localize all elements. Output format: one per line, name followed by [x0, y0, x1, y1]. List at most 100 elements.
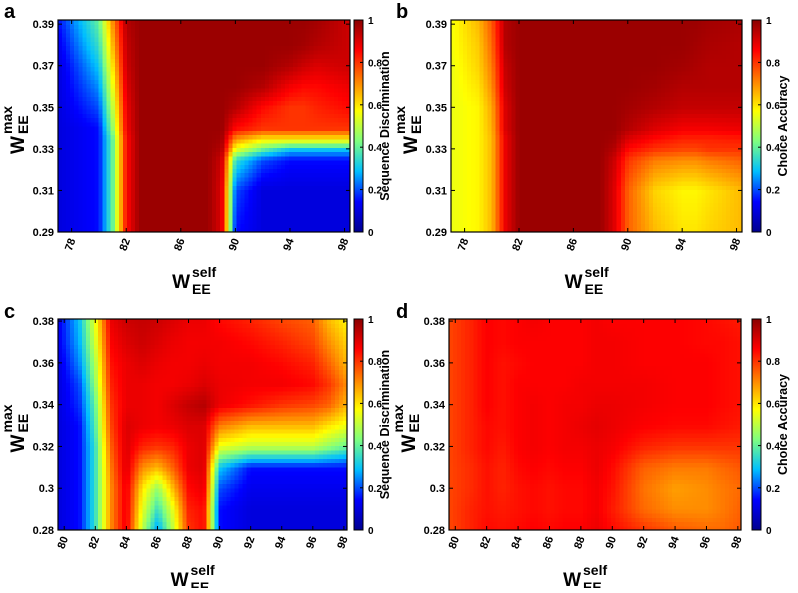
- heatmap-cell: [62, 71, 67, 76]
- heatmap-cell: [192, 118, 197, 123]
- heatmap-cell: [459, 177, 464, 182]
- heatmap-cell: [318, 37, 323, 42]
- heatmap-cell: [459, 211, 464, 216]
- heatmap-cell: [236, 224, 241, 229]
- heatmap-cell: [103, 151, 108, 156]
- heatmap-cell: [224, 79, 229, 84]
- heatmap-cell: [204, 75, 209, 80]
- heatmap-cell: [168, 20, 173, 25]
- heatmap-cell: [70, 84, 75, 89]
- heatmap-cell: [151, 45, 156, 50]
- heatmap-cell: [576, 185, 581, 190]
- heatmap-cell: [338, 151, 343, 156]
- heatmap-cell: [285, 58, 290, 63]
- heatmap-cell: [301, 177, 306, 182]
- heatmap-cell: [236, 88, 241, 93]
- heatmap-cell: [119, 41, 124, 46]
- heatmap-cell: [95, 173, 100, 178]
- heatmap-cell: [99, 113, 104, 118]
- heatmap-cell: [297, 24, 302, 29]
- heatmap-cell: [188, 224, 193, 229]
- heatmap-cell: [338, 211, 343, 216]
- heatmap-cell: [236, 105, 241, 110]
- heatmap-cell: [176, 92, 181, 97]
- heatmap-cell: [491, 160, 496, 165]
- heatmap-cell: [326, 126, 331, 131]
- heatmap-cell: [159, 139, 164, 144]
- heatmap-cell: [224, 139, 229, 144]
- heatmap-cell: [70, 181, 75, 186]
- heatmap-cell: [500, 219, 505, 224]
- heatmap-cell: [111, 84, 116, 89]
- heatmap-cell: [228, 185, 233, 190]
- heatmap-cell: [257, 71, 262, 76]
- heatmap-cell: [172, 151, 177, 156]
- heatmap-cell: [86, 160, 91, 165]
- heatmap-cell: [99, 50, 104, 55]
- heatmap-cell: [151, 173, 156, 178]
- heatmap-cell: [694, 181, 699, 186]
- heatmap-cell: [62, 181, 67, 186]
- heatmap-cell: [277, 181, 282, 186]
- heatmap-cell: [698, 185, 703, 190]
- heatmap-cell: [734, 168, 739, 173]
- heatmap-cell: [184, 37, 189, 42]
- heatmap-cell: [228, 198, 233, 203]
- heatmap-cell: [241, 215, 246, 220]
- heatmap-cell: [301, 134, 306, 139]
- heatmap-cell: [143, 160, 148, 165]
- heatmap-cell: [151, 79, 156, 84]
- heatmap-cell: [261, 75, 266, 80]
- heatmap-cell: [224, 105, 229, 110]
- heatmap-cell: [176, 62, 181, 67]
- heatmap-cell: [661, 190, 666, 195]
- heatmap-cell: [119, 62, 124, 67]
- heatmap-cell: [220, 24, 225, 29]
- heatmap-cell: [281, 168, 286, 173]
- heatmap-cell: [617, 185, 622, 190]
- heatmap-cell: [232, 160, 237, 165]
- heatmap-cell: [139, 168, 144, 173]
- heatmap-cell: [228, 118, 233, 123]
- heatmap-cell: [625, 177, 630, 182]
- heatmap-cell: [277, 101, 282, 106]
- heatmap-cell: [192, 109, 197, 114]
- heatmap-cell: [289, 190, 294, 195]
- heatmap-cell: [184, 58, 189, 63]
- heatmap-cell: [289, 96, 294, 101]
- heatmap-cell: [155, 160, 160, 165]
- heatmap-cell: [103, 194, 108, 199]
- heatmap-cell: [204, 134, 209, 139]
- heatmap-cell: [293, 20, 298, 25]
- heatmap-cell: [115, 71, 120, 76]
- heatmap-cell: [74, 219, 79, 224]
- heatmap-cell: [74, 139, 79, 144]
- heatmap-cell: [82, 185, 87, 190]
- heatmap-cell: [572, 194, 577, 199]
- heatmap-cell: [301, 79, 306, 84]
- heatmap-cell: [123, 20, 128, 25]
- heatmap-cell: [694, 156, 699, 161]
- heatmap-cell: [159, 92, 164, 97]
- heatmap-cell: [322, 88, 327, 93]
- heatmap-cell: [326, 118, 331, 123]
- heatmap-cell: [455, 215, 460, 220]
- heatmap-cell: [257, 54, 262, 59]
- heatmap-cell: [621, 224, 626, 229]
- heatmap-cell: [491, 207, 496, 212]
- heatmap-cell: [86, 211, 91, 216]
- heatmap-cell: [673, 168, 678, 173]
- heatmap-cell: [669, 177, 674, 182]
- heatmap-cell: [107, 45, 112, 50]
- heatmap-cell: [131, 160, 136, 165]
- heatmap-cell: [180, 88, 185, 93]
- heatmap-cell: [641, 160, 646, 165]
- heatmap-cell: [151, 122, 156, 127]
- heatmap-cell: [269, 33, 274, 38]
- heatmap-cell: [95, 101, 100, 106]
- heatmap-cell: [548, 211, 553, 216]
- heatmap-cell: [200, 219, 205, 224]
- heatmap-cell: [90, 118, 95, 123]
- heatmap-cell: [253, 194, 258, 199]
- heatmap-cell: [245, 41, 250, 46]
